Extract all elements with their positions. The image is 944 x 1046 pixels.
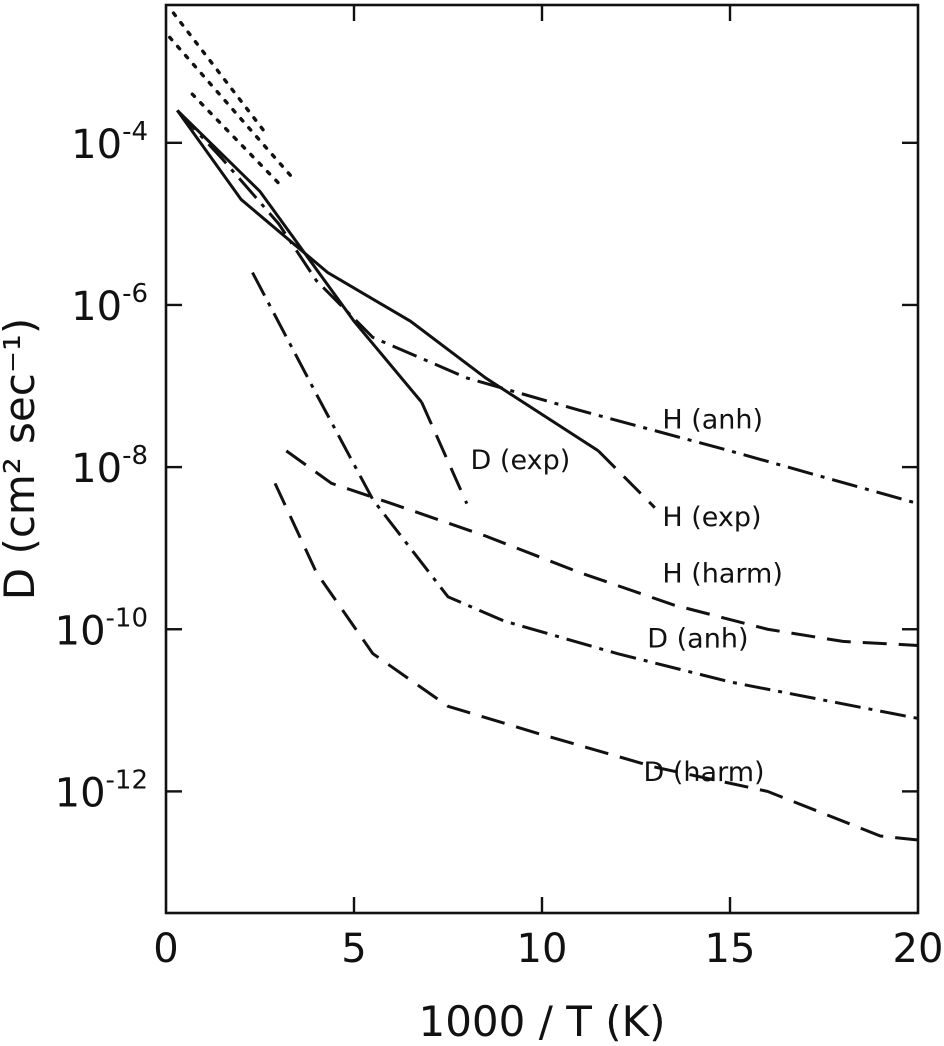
series-line-d-anh: [251, 271, 919, 720]
series-line-d-exp: [176, 109, 423, 404]
series-label-h-harm: H (harm): [662, 559, 783, 590]
series-layer: [168, 11, 919, 842]
y-tick-label: 10-4: [71, 117, 148, 168]
series-line-h-exp: [176, 109, 600, 453]
x-axis-title: 1000 / T (K): [418, 997, 665, 1046]
series-line-h-exp-tail: [597, 449, 656, 509]
x-tick-label: 20: [893, 926, 944, 972]
y-tick-label: 10-10: [55, 603, 148, 654]
series-label-d-harm: D (harm): [644, 757, 765, 788]
series-label-h-anh: H (anh): [662, 404, 763, 435]
y-tick-label: 10-12: [55, 765, 148, 816]
series-line-d-exp-tail: [420, 401, 469, 505]
series-label-d-exp: D (exp): [471, 445, 571, 476]
series-line-dotted-7: [168, 35, 296, 182]
tick-labels: 0 5 10 15 20 10-4 10-6 10-8 10-10 10-12: [55, 117, 944, 972]
axis-ticks: [166, 5, 918, 913]
series-labels: H (anh) H (exp) D (exp) H (harm) D (anh) D (h…: [471, 404, 783, 788]
series-line-h-harm: [285, 449, 919, 647]
y-tick-label: 10-6: [71, 279, 148, 330]
y-axis-title: D (cm² sec⁻¹): [0, 318, 44, 600]
x-tick-label: 0: [153, 926, 178, 972]
x-tick-label: 15: [705, 926, 756, 972]
x-tick-label: 5: [341, 926, 366, 972]
series-label-d-anh: D (anh): [647, 623, 748, 654]
y-tick-label: 10-8: [71, 441, 148, 492]
series-line-d-harm: [273, 482, 919, 842]
series-line-h-anh: [176, 109, 919, 506]
series-line-dotted-6: [171, 11, 266, 133]
x-tick-label: 10: [517, 926, 568, 972]
series-line-dotted-8: [190, 92, 281, 186]
series-label-h-exp: H (exp): [662, 502, 761, 533]
